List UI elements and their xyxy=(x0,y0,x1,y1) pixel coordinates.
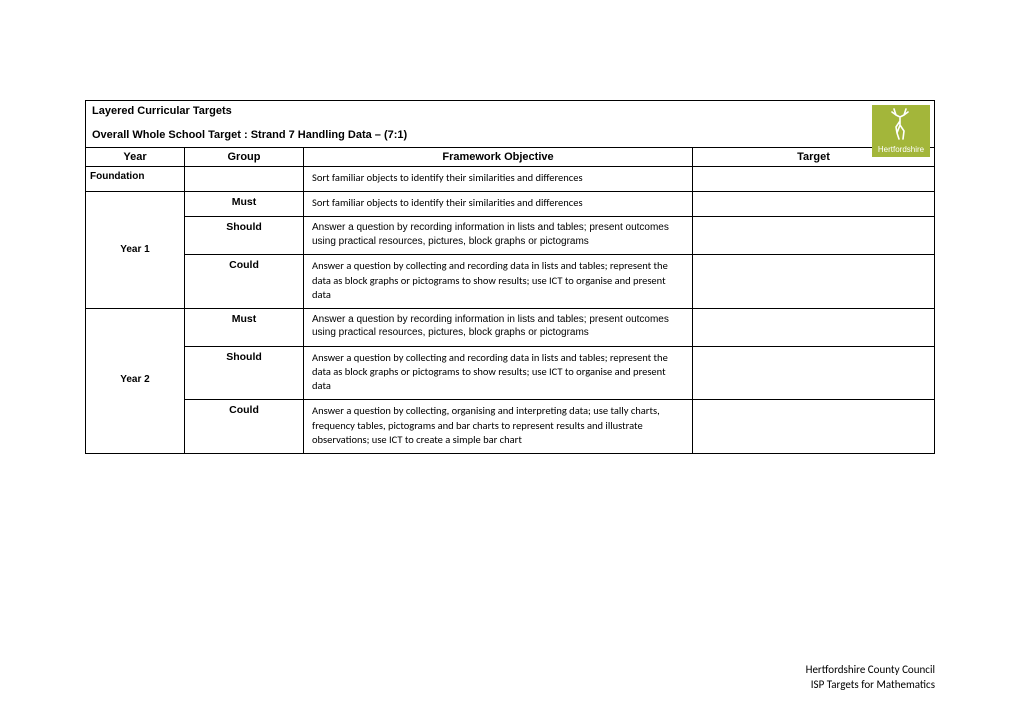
target-cell xyxy=(693,255,935,309)
target-cell xyxy=(693,217,935,255)
doc-title: Layered Curricular Targets xyxy=(92,105,928,117)
group-cell: Should xyxy=(185,217,304,255)
objective-cell: Sort familiar objects to identify their … xyxy=(304,167,693,192)
group-cell: Must xyxy=(185,192,304,217)
hertfordshire-logo: Hertfordshire xyxy=(872,105,930,157)
doc-subtitle: Overall Whole School Target : Strand 7 H… xyxy=(92,129,928,141)
table-row: ShouldAnswer a question by recording inf… xyxy=(86,217,935,255)
group-cell: Could xyxy=(185,400,304,454)
year-cell: Foundation xyxy=(86,167,185,192)
target-cell xyxy=(693,400,935,454)
table-row: ShouldAnswer a question by collecting an… xyxy=(86,346,935,400)
column-header-row: Year Group Framework Objective Target xyxy=(86,148,935,167)
target-cell xyxy=(693,346,935,400)
objective-cell: Answer a question by collecting, organis… xyxy=(304,400,693,454)
col-objective-header: Framework Objective xyxy=(304,148,693,167)
objective-cell: Answer a question by recording informati… xyxy=(304,217,693,255)
footer-line-2: ISP Targets for Mathematics xyxy=(806,678,935,692)
page-footer: Hertfordshire County Council ISP Targets… xyxy=(806,663,935,692)
group-cell xyxy=(185,167,304,192)
footer-line-1: Hertfordshire County Council xyxy=(806,663,935,677)
col-year-header: Year xyxy=(86,148,185,167)
target-cell xyxy=(693,308,935,346)
deer-icon xyxy=(886,107,916,141)
table-row: CouldAnswer a question by collecting and… xyxy=(86,255,935,309)
table-row: Year 2MustAnswer a question by recording… xyxy=(86,308,935,346)
objective-cell: Answer a question by collecting and reco… xyxy=(304,346,693,400)
table-row: Foundation Sort familiar objects to ident… xyxy=(86,167,935,192)
year-cell: Year 2 xyxy=(86,308,185,453)
table-header-block: Layered Curricular Targets Overall Whole… xyxy=(86,101,935,148)
objective-cell: Sort familiar objects to identify their … xyxy=(304,192,693,217)
group-cell: Could xyxy=(185,255,304,309)
group-cell: Should xyxy=(185,346,304,400)
document-page: Layered Curricular Targets Overall Whole… xyxy=(0,0,1020,454)
year-cell: Year 1 xyxy=(86,192,185,309)
table-row: Year 1MustSort familiar objects to ident… xyxy=(86,192,935,217)
table-row: CouldAnswer a question by collecting, or… xyxy=(86,400,935,454)
target-cell xyxy=(693,192,935,217)
col-group-header: Group xyxy=(185,148,304,167)
objective-cell: Answer a question by collecting and reco… xyxy=(304,255,693,309)
objective-cell: Answer a question by recording informati… xyxy=(304,308,693,346)
targets-table: Layered Curricular Targets Overall Whole… xyxy=(85,100,935,454)
logo-label: Hertfordshire xyxy=(878,145,924,154)
target-cell xyxy=(693,167,935,192)
group-cell: Must xyxy=(185,308,304,346)
